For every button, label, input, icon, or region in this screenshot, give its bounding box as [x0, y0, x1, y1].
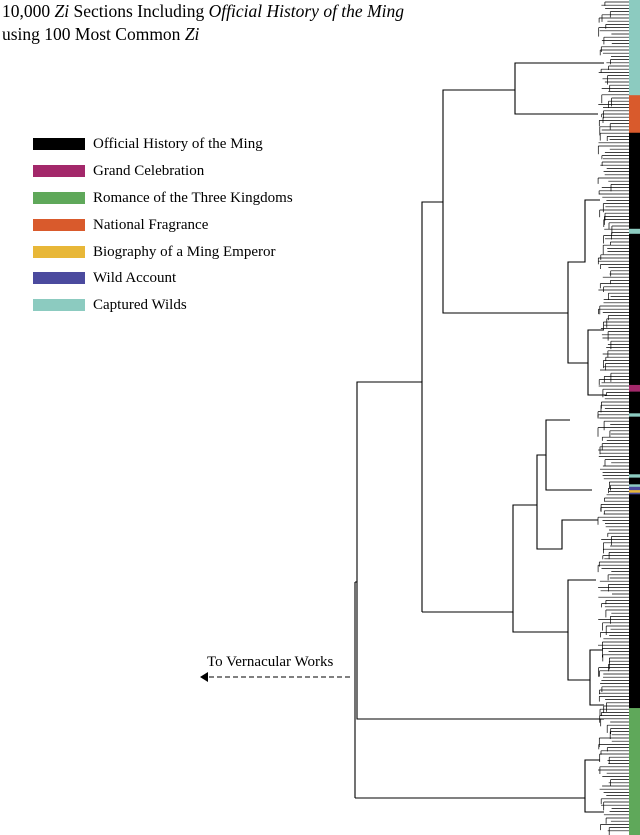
legend-item-national-fragrance: National Fragrance: [33, 211, 293, 238]
branch-top: [442, 89, 515, 202]
legend-item-wild-account: Wild Account: [33, 265, 293, 292]
arrow-head-icon: [200, 672, 208, 682]
strip-segment: [629, 477, 640, 485]
legend-label: Grand Celebration: [93, 163, 205, 180]
branch-national-fragrance: [514, 90, 598, 115]
legend: Official History of the Ming Grand Celeb…: [33, 131, 293, 319]
strip-segment: [629, 132, 640, 230]
cluster-color-strip: [629, 0, 640, 835]
vernacular-works-label: To Vernacular Works: [207, 654, 334, 670]
strip-segment: [629, 474, 640, 478]
legend-item-captured-wilds: Captured Wilds: [33, 292, 293, 319]
branch-upper-lower: [356, 381, 423, 612]
legend-label: Wild Account: [93, 270, 177, 287]
branch-upper: [421, 201, 443, 382]
branch-ming-b: [567, 313, 604, 364]
legend-swatch: [33, 272, 85, 285]
branch-lower-b: [567, 632, 602, 681]
legend-item-grand-celebration: Grand Celebration: [33, 158, 293, 185]
legend-item-official-history: Official History of the Ming: [33, 131, 293, 158]
strip-segment: [629, 0, 640, 96]
legend-label: National Fragrance: [93, 216, 209, 233]
legend-label: Biography of a Ming Emperor: [93, 243, 276, 260]
strip-segment: [629, 391, 640, 414]
branch-ming-c: [587, 363, 606, 396]
strip-segment: [629, 484, 640, 488]
legend-swatch: [33, 138, 85, 151]
strip-segment: [629, 413, 640, 417]
legend-swatch: [33, 218, 85, 231]
legend-label: Romance of the Three Kingdoms: [93, 189, 293, 206]
branch-mid: [422, 504, 537, 613]
branch-mid-b: [545, 455, 592, 491]
chart-title: 10,000 Zi Sections Including Official Hi…: [2, 1, 405, 44]
strip-segment: [629, 492, 640, 495]
branch-captured-wilds: [514, 62, 604, 90]
branch-romance-b: [584, 798, 604, 813]
legend-swatch: [33, 191, 85, 204]
legend-swatch: [33, 299, 85, 312]
legend-item-biography-ming-emperor: Biography of a Ming Emperor: [33, 238, 293, 265]
strip-segment: [629, 494, 640, 709]
dendrogram-leaves: [597, 1, 629, 835]
branch-mid-a: [536, 419, 570, 505]
branch-lower-c: [589, 680, 604, 706]
dendrogram-branches: [354, 62, 606, 813]
strip-segment: [629, 416, 640, 475]
strip-segment: [629, 384, 640, 392]
legend-label: Official History of the Ming: [93, 136, 263, 153]
legend-item-romance-three-kingdoms: Romance of the Three Kingdoms: [33, 185, 293, 212]
branch-romance: [355, 759, 600, 799]
branch-ming-cluster-stem: [355, 581, 604, 720]
strip-segment: [629, 490, 640, 493]
strip-segment: [629, 233, 640, 386]
branch-mid-c: [536, 505, 598, 550]
legend-label: Captured Wilds: [93, 297, 187, 314]
strip-segment: [629, 228, 640, 235]
strip-segment: [629, 486, 640, 491]
vernacular-arrow: [200, 672, 350, 682]
legend-swatch: [33, 165, 85, 178]
branch-lower-a: [512, 579, 596, 633]
strip-segment: [629, 95, 640, 134]
branch-ming-a: [567, 199, 600, 313]
branch-ming-upper: [442, 202, 568, 314]
legend-swatch: [33, 245, 85, 258]
strip-segment: [629, 708, 640, 835]
